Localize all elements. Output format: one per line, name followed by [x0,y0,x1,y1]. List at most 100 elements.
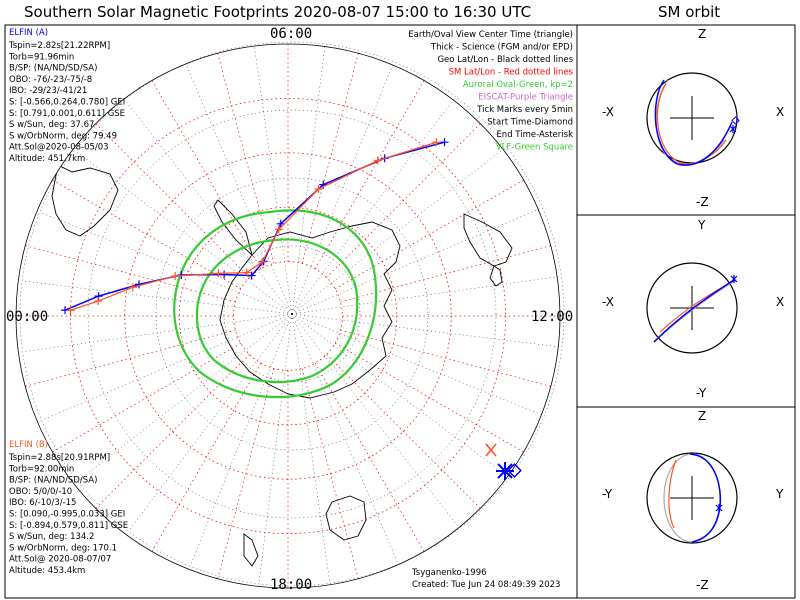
legend-item: Tick Marks every 5min [476,105,573,115]
geo-lon-line [291,313,399,565]
auroral-oval-inner [195,238,359,384]
info-line: Att.Sol@ 2020-08-07/07 [9,555,111,565]
sm-lat-lon-grid [16,44,560,588]
tick-mark-b [94,297,103,306]
south-america-outline [51,164,119,237]
legend-item: Start Time-Diamond [487,118,573,128]
sm-lon-line [301,368,359,579]
sm-xy-left: -X [602,295,614,309]
sm-lon-line [326,123,481,278]
geo-lon-line [189,313,293,567]
sm-lon-line [301,53,359,264]
legend-item: Thick - Science (FGM and/or EPD) [430,43,573,53]
geo-lon-line [291,313,562,348]
mlt-label-left: 00:00 [6,309,48,325]
geo-lon-line [128,313,293,532]
geo-lon-line [41,313,293,421]
legend: Earth/Oval View Center Time (triangle) Th… [408,30,573,153]
info-line: S: [-0.566,0.264,0.780] GEI [9,98,125,108]
info-line: Altitude: 451.7km [9,154,85,164]
sm-lon-line [52,342,242,453]
geo-lon-line [22,280,293,315]
sm-lon-line [25,329,236,387]
sm-xz-bottom: -Z [696,195,709,209]
geo-lon-line [291,313,510,478]
info-line: S: [-0.894,0.579,0.811] GSE [9,521,128,531]
sm-lon-line [217,53,275,264]
orbit-a-yz [689,453,722,543]
elfin-b-title: ELFIN (B) [9,440,48,450]
orbit-b-yz [668,459,677,529]
info-line: Tspin=2.82s[21.22RPM] [8,41,110,51]
geo-lon-line [291,61,395,315]
geo-lon-line [291,96,456,315]
sm-lon-line [334,179,524,290]
legend-item: End Time-Asterisk [496,130,573,140]
sm-lon-line [334,342,524,453]
end-marker-b-icon [485,443,497,457]
tick-mark-b [66,306,75,315]
geo-lon-line [124,99,293,315]
earth-circle-xy [646,262,738,354]
sm-xz-top: Z [698,27,706,41]
geo-lat-lon-grid [19,41,565,587]
auroral-oval [173,209,378,399]
australia-outline [325,495,367,541]
mlt-label-bottom: 18:00 [270,577,312,593]
continent-outlines [51,164,513,567]
tick-mark-a [276,219,285,228]
earth-circle-yz [646,452,738,544]
tick-mark-b [373,156,382,165]
tick-mark-b [214,269,223,278]
legend-item: EISCAT-Purple Triangle [478,93,573,103]
polar-boundary [15,43,561,589]
end-asterisk-xy-icon [730,275,738,283]
geo-lon-line [291,313,331,584]
sm-panel-yz: Z -Z -Y Y [602,409,784,592]
geo-lon-line [291,275,562,315]
tick-mark-b [432,138,441,147]
sm-xz-frame [576,24,796,216]
info-line: S: [0.090,-0.995,0.033] GEI [9,510,125,520]
geo-lon-line [291,146,507,315]
tick-mark-b [128,283,137,292]
sm-panel-xz: Z -Z -X X [602,27,784,209]
tick-mark-a [247,271,256,280]
info-line: OBO: -76/-23/-75/-8 [9,75,92,85]
antarctic-peninsula-outline [213,199,253,257]
info-line: IBO: 6/-10/3/-15 [9,498,76,508]
geo-lon-line [258,313,293,584]
track-end-markers [485,443,522,480]
sm-xz-right: X [776,105,784,119]
created-timestamp: Created: Tue Jun 24 08:49:39 2023 [412,580,560,590]
sm-lon-line [151,80,262,270]
sm-lon-line [217,368,275,579]
new-zealand-outline [243,533,259,567]
end-asterisk-xz-icon [729,125,737,133]
sm-lon-line [95,354,250,509]
info-line: B/SP: (NA/ND/SD/SA) [9,64,97,74]
legend-item: VLF-Green Square [496,143,573,153]
orbit-a-xy [653,279,735,343]
end-asterisk-yz-icon [715,504,723,512]
sm-lon-line [314,80,425,270]
sm-lon-line [340,329,551,387]
tick-mark-b [171,272,180,281]
tick-mark-b [314,185,323,194]
geo-lon-line [291,44,326,315]
orbit-title: SM orbit [658,3,720,21]
sm-lat-circle [233,261,343,371]
info-line: S w/Sun, deg: 134.2 [9,532,94,542]
info-line: Torb=92.00min [8,464,74,474]
geo-lon-line [22,313,293,353]
legend-item: Auroral Oval-Green, kp=2 [463,80,573,90]
start-diamond-icon [507,463,522,478]
end-asterisk-icon [496,462,514,480]
geo-lon-line [77,313,293,482]
sm-panel-xy: Y -Y -X X [602,218,784,400]
elfin-b-info: ELFIN (B) Tspin=2.88s[20.91RPM]Torb=92.0… [8,440,128,576]
tick-mark-b [258,257,267,266]
sm-yz-bottom: -Z [696,578,709,592]
chart-title: Southern Solar Magnetic Footprints 2020-… [24,3,531,21]
